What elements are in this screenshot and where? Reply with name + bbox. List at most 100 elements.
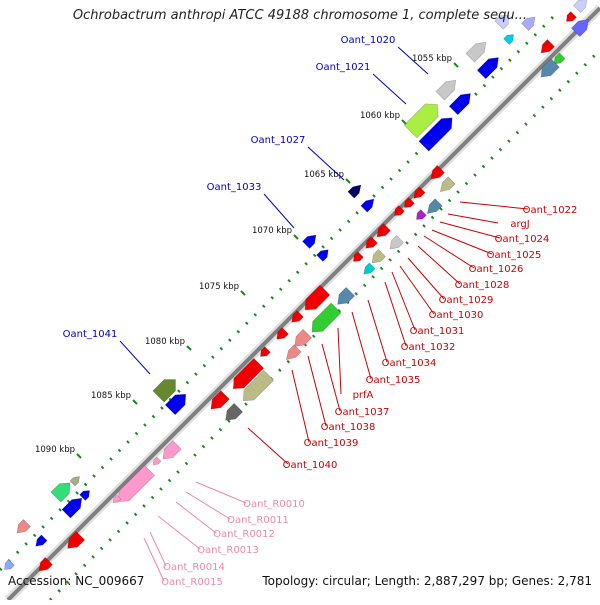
gene-arrow xyxy=(553,52,566,65)
gene-block xyxy=(152,456,162,466)
gene-block xyxy=(389,235,404,250)
gene-arrow xyxy=(503,34,514,45)
callout-line xyxy=(399,265,435,315)
gene-block xyxy=(494,14,510,30)
gene-arrow xyxy=(152,379,176,403)
callout-line xyxy=(119,340,151,375)
callout-line xyxy=(291,369,310,443)
gene-label-forward: Oant_1027 xyxy=(251,135,306,146)
gene-arrow xyxy=(232,357,265,390)
gene-arrow xyxy=(540,39,555,54)
scale-label: 1065 kbp xyxy=(304,170,344,180)
callout-line xyxy=(149,531,167,567)
gene-arrow xyxy=(50,482,71,503)
callout-line xyxy=(459,201,529,210)
gene-block xyxy=(311,302,342,333)
gene-label-rna: Oant_R0012 xyxy=(213,529,275,540)
gene-block xyxy=(435,79,457,101)
gene-block xyxy=(242,369,275,402)
gene-block xyxy=(285,344,302,361)
gene-block xyxy=(260,346,271,357)
gene-label-rna: Oant_R0014 xyxy=(163,562,225,573)
gene-label-reverse: prfA xyxy=(353,390,374,401)
gene-arrow xyxy=(79,490,90,501)
gene-arrow xyxy=(304,284,331,311)
gene-label-forward: Oant_1020 xyxy=(341,35,396,46)
callout-line xyxy=(195,481,247,504)
gene-block xyxy=(38,557,53,572)
gene-block xyxy=(416,209,427,220)
scale-track-inner xyxy=(48,48,600,602)
gene-block xyxy=(403,103,439,139)
gene-block xyxy=(35,534,48,547)
gene-arrow xyxy=(316,249,329,262)
gene-arrow xyxy=(291,310,304,323)
gene-block xyxy=(347,184,362,199)
gene-label-reverse: Oant_1038 xyxy=(321,422,376,433)
gene-arrow xyxy=(416,209,427,220)
gene-block xyxy=(353,251,364,262)
callout-line xyxy=(397,46,429,75)
gene-arrow xyxy=(337,286,356,305)
callout-line xyxy=(372,73,407,105)
gene-block xyxy=(16,519,31,534)
gene-arrow xyxy=(225,402,244,421)
gene-block xyxy=(67,530,86,549)
gene-block xyxy=(61,497,83,519)
gene-block xyxy=(413,186,426,199)
gene-arrow xyxy=(404,197,415,208)
gene-arrow xyxy=(285,344,302,361)
callout-line xyxy=(175,501,217,534)
gene-arrow xyxy=(67,530,86,549)
gene-arrow xyxy=(426,198,443,215)
gene-block xyxy=(371,249,386,264)
gene-block xyxy=(118,465,155,502)
scale-tick xyxy=(186,345,192,351)
callout-line xyxy=(417,245,461,285)
gene-block xyxy=(225,402,244,421)
gene-block xyxy=(465,41,487,63)
gene-block xyxy=(439,176,456,193)
gene-block xyxy=(276,327,289,340)
gene-label-reverse: Oant_1040 xyxy=(283,460,338,471)
gene-block xyxy=(112,494,122,504)
gene-block xyxy=(570,19,589,38)
gene-block xyxy=(476,57,499,80)
gene-arrow xyxy=(164,393,187,416)
gene-arrow xyxy=(61,497,83,519)
gene-arrow xyxy=(430,165,445,180)
gene-block xyxy=(448,93,471,116)
gene-block xyxy=(50,482,71,503)
gene-arrow xyxy=(566,11,577,22)
gene-arrow xyxy=(260,346,271,357)
gene-label-rna: Oant_R0013 xyxy=(197,545,259,556)
scale-tick xyxy=(240,290,246,296)
gene-arrow xyxy=(210,390,230,410)
gene-arrow xyxy=(276,327,289,340)
gene-label-reverse: Oant_1028 xyxy=(455,280,510,291)
gene-arrow xyxy=(162,440,182,460)
callout-line xyxy=(307,355,327,427)
gene-block xyxy=(573,0,588,13)
gene-label-rna: Oant_R0015 xyxy=(161,577,223,588)
scale-label: 1085 kbp xyxy=(91,391,131,401)
gene-block xyxy=(304,284,331,311)
gene-arrow xyxy=(439,176,456,193)
backbone-line xyxy=(6,6,600,602)
callout-line xyxy=(263,193,295,229)
gene-block xyxy=(232,357,265,390)
gene-label-reverse: Oant_1031 xyxy=(410,326,465,337)
gene-block xyxy=(302,234,317,249)
scale-tick xyxy=(293,234,299,240)
gene-arrow xyxy=(465,41,487,63)
gene-label-reverse: Oant_1032 xyxy=(401,342,456,353)
gene-arrow xyxy=(38,557,53,572)
callout-line xyxy=(321,343,341,412)
gene-block xyxy=(540,39,555,54)
gene-arrow xyxy=(435,79,457,101)
gene-label-rna: Oant_R0010 xyxy=(243,499,305,510)
gene-block xyxy=(152,379,176,403)
gene-block xyxy=(363,262,376,275)
gene-label-reverse: Oant_1035 xyxy=(366,375,421,386)
gene-block xyxy=(521,16,536,31)
